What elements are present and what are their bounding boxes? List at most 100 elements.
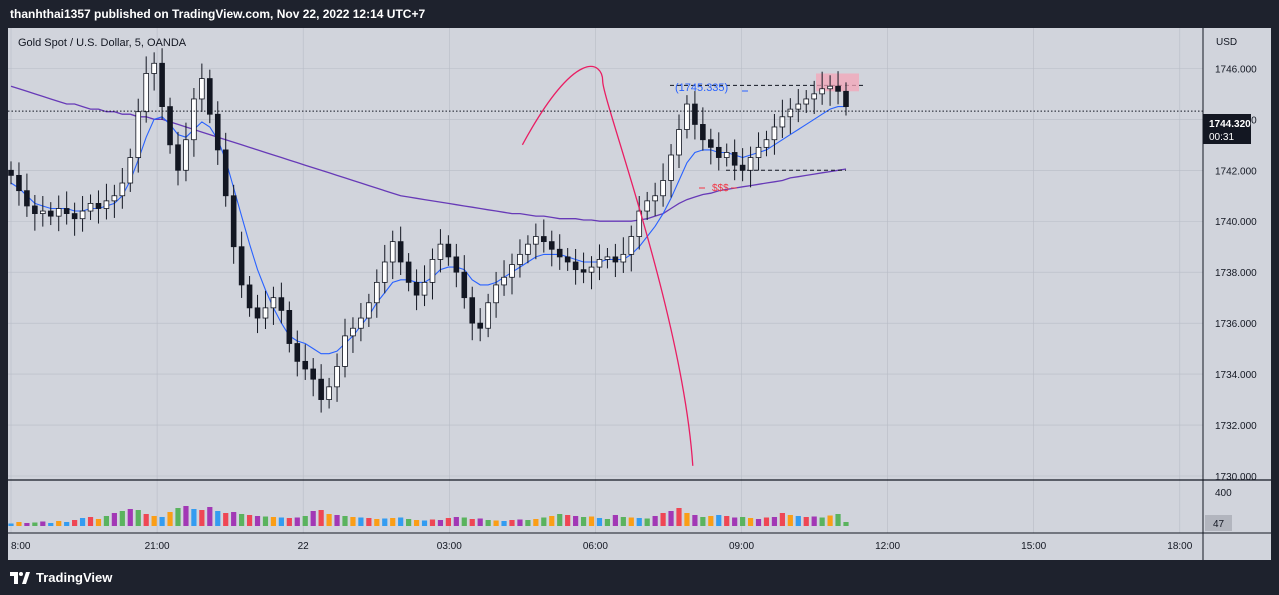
volume-bar <box>509 520 515 526</box>
chart-frame[interactable]: 1746.0001744.0001742.0001740.0001738.000… <box>8 28 1271 560</box>
candle-body <box>79 210 86 220</box>
candle-body <box>119 182 126 197</box>
volume-bar <box>40 521 46 526</box>
volume-bar <box>207 507 213 526</box>
grid-lines <box>8 28 1203 533</box>
candle-body <box>517 253 523 265</box>
price-chart[interactable]: 1746.0001744.0001742.0001740.0001738.000… <box>8 28 1271 560</box>
volume-bar <box>334 515 340 526</box>
volume-bar <box>652 516 658 526</box>
volume-bar <box>326 514 332 526</box>
candle-body <box>151 62 157 74</box>
volume-bar <box>628 517 634 526</box>
candle-body <box>63 208 70 214</box>
candle-body <box>787 108 794 118</box>
volume-bar <box>795 516 801 526</box>
candle-body <box>453 256 460 273</box>
volume-bar <box>771 517 778 526</box>
tradingview-logo[interactable]: TradingView <box>10 570 112 585</box>
volume-bar <box>413 520 420 526</box>
candle-body <box>628 236 635 255</box>
volume-bar <box>48 523 54 526</box>
volume-bar <box>580 517 587 526</box>
volume-bar <box>803 517 809 526</box>
volume-bar <box>517 519 523 526</box>
candle-body <box>350 327 356 337</box>
volume-bar <box>374 519 380 526</box>
time-tick-label: 03:00 <box>437 541 462 552</box>
candle-body <box>381 261 388 283</box>
candle-body <box>708 139 714 148</box>
candle-body <box>413 281 420 296</box>
candle-body <box>533 236 539 245</box>
annotation-liquidity-label: $$$ <box>712 183 729 194</box>
candle-body <box>342 335 348 367</box>
candle-body <box>214 113 221 151</box>
volume-bar <box>286 518 292 526</box>
volume-bar <box>87 517 94 526</box>
volume-bar <box>270 517 277 526</box>
volume-bar <box>32 522 38 526</box>
volume-bar <box>493 520 499 526</box>
candle-body <box>389 241 396 263</box>
price-tick-label: 1740.000 <box>1215 217 1257 228</box>
candle-body <box>723 152 730 158</box>
volume-bar <box>318 510 324 526</box>
volume-bar <box>453 517 459 526</box>
candle-body <box>739 164 746 171</box>
volume-bar <box>366 518 372 526</box>
candles <box>8 48 849 413</box>
projection-path <box>521 65 694 466</box>
price-tick-label: 1736.000 <box>1215 319 1257 330</box>
candle-body <box>771 126 778 141</box>
candle-body <box>819 88 825 95</box>
candle-body <box>127 157 134 184</box>
volume-bar <box>819 517 825 526</box>
volume-bar <box>8 523 14 526</box>
candle-body <box>636 210 643 237</box>
volume-bar <box>787 515 793 526</box>
candle-body <box>238 246 245 286</box>
candle-body <box>55 208 62 217</box>
candle-body <box>548 241 555 250</box>
candle-body <box>103 200 110 209</box>
volume-bar <box>127 509 133 526</box>
volume-bar <box>262 516 269 526</box>
volume-bar <box>660 513 666 526</box>
candle-body <box>262 307 269 319</box>
publisher-header: thanhthai1357 published on TradingView.c… <box>10 7 426 21</box>
time-tick-label: 09:00 <box>729 541 754 552</box>
candle-body <box>469 297 476 324</box>
volume-bars <box>8 506 849 526</box>
ma-slow-path <box>10 85 847 222</box>
footer: TradingView <box>0 560 1279 595</box>
candle-body <box>501 276 507 286</box>
volume-bar <box>183 506 189 526</box>
volume-bar <box>469 519 475 526</box>
candle-body <box>580 269 587 273</box>
candle-body <box>572 261 579 271</box>
time-tick-label: 18:00 <box>1167 541 1192 552</box>
price-tick-label: 1746.000 <box>1215 64 1257 75</box>
candle-body <box>159 62 165 107</box>
candle-body <box>246 284 253 309</box>
candle-body <box>143 73 149 113</box>
candle-body <box>95 203 102 209</box>
candle-body <box>421 281 428 296</box>
candle-body <box>596 259 603 268</box>
volume-bar <box>421 520 428 526</box>
time-tick-label: 15:00 <box>1021 541 1046 552</box>
volume-bar <box>111 513 117 526</box>
volume-bar <box>573 516 579 526</box>
supply-zone <box>816 73 859 92</box>
volume-bar <box>406 519 412 526</box>
candle-body <box>318 378 324 400</box>
candle-body <box>556 248 563 258</box>
volume-bar <box>159 517 165 526</box>
candle-body <box>32 205 38 214</box>
volume-bar <box>477 518 483 526</box>
volume-bar <box>732 517 738 526</box>
candle-body <box>803 98 810 105</box>
candle-body <box>429 259 436 283</box>
volume-bar <box>79 518 86 526</box>
